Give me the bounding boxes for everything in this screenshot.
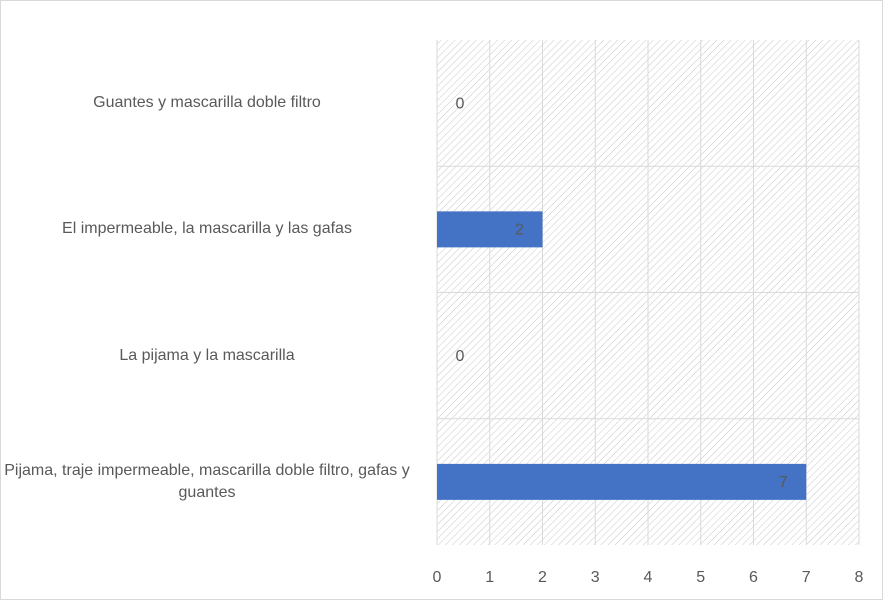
- data-label: 0: [456, 348, 465, 365]
- bar: [437, 463, 807, 500]
- y-tick-label: El impermeable, la mascarilla y las gafa…: [62, 220, 352, 238]
- x-tick-label: 2: [538, 569, 547, 586]
- x-tick-label: 8: [855, 569, 864, 586]
- x-tick-label: 0: [433, 569, 442, 586]
- x-tick-label: 7: [802, 569, 811, 586]
- data-label: 7: [779, 474, 788, 491]
- x-tick-label: 3: [591, 569, 600, 586]
- data-label: 0: [456, 95, 465, 112]
- x-tick-label: 1: [485, 569, 494, 586]
- x-tick-label: 5: [696, 569, 705, 586]
- y-tick-label: La pijama y la mascarilla: [119, 346, 295, 364]
- x-tick-label: 6: [749, 569, 758, 586]
- y-tick-label: Pijama, traje impermeable, mascarilla do…: [4, 461, 410, 501]
- x-tick-label: 4: [644, 569, 653, 586]
- y-tick-label: Guantes y mascarilla doble filtro: [93, 94, 321, 112]
- bar: [437, 211, 543, 248]
- data-label: 2: [515, 222, 524, 239]
